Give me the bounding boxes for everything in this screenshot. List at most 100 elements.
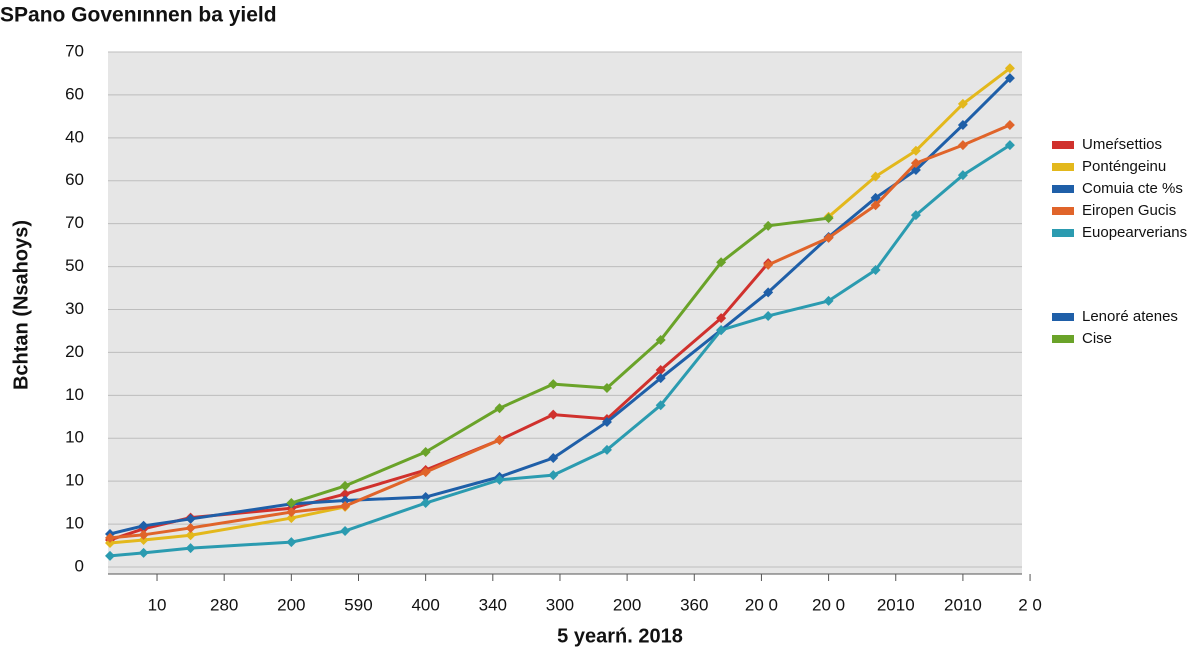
point-marker: [420, 492, 431, 503]
point-marker: [494, 403, 505, 414]
y-tick-label: 40: [65, 127, 84, 146]
legend-label: Umeŕsettios: [1082, 136, 1162, 153]
point-marker: [763, 287, 774, 298]
point-marker: [1004, 63, 1015, 74]
point-marker: [340, 501, 351, 512]
point-marker: [420, 467, 431, 478]
legend-swatch: [1052, 185, 1074, 193]
y-axis-label: Bchtan (Nsahoys): [10, 220, 32, 390]
x-tick-label: 340: [479, 595, 507, 614]
point-marker: [601, 416, 612, 427]
point-marker: [548, 470, 559, 481]
legend-swatch: [1052, 141, 1074, 149]
point-marker: [763, 259, 774, 270]
point-marker: [910, 145, 921, 156]
point-marker: [185, 530, 196, 541]
x-tick-label: 2 0: [1018, 595, 1042, 614]
point-marker: [138, 529, 149, 540]
point-marker: [138, 547, 149, 558]
point-marker: [763, 220, 774, 231]
point-marker: [185, 522, 196, 533]
x-tick-label: 10: [148, 595, 167, 614]
y-tick-label: 60: [65, 84, 84, 103]
legend-swatch: [1052, 163, 1074, 171]
point-marker: [340, 525, 351, 536]
point-marker: [823, 295, 834, 306]
point-marker: [105, 532, 116, 543]
point-marker: [286, 507, 297, 518]
x-tick-label: 20 0: [745, 595, 778, 614]
chart-title: SPano Govenınnen ba yield: [0, 4, 277, 27]
point-marker: [340, 495, 351, 506]
point-marker: [185, 513, 196, 524]
y-tick-label: 10: [65, 385, 84, 404]
y-tick-label: 0: [75, 556, 84, 575]
y-tick-label: 10: [65, 514, 84, 533]
legend-swatch: [1052, 313, 1074, 321]
y-tick-label: 50: [65, 256, 84, 275]
point-marker: [105, 550, 116, 561]
x-axis-label: 5 yearń. 2018: [557, 625, 683, 647]
y-tick-label: 70: [65, 213, 84, 232]
point-marker: [655, 365, 666, 376]
point-marker: [716, 313, 727, 324]
legend-swatch: [1052, 207, 1074, 215]
point-marker: [957, 170, 968, 181]
y-tick-label: 20: [65, 342, 84, 361]
point-marker: [957, 140, 968, 151]
point-marker: [1004, 73, 1015, 84]
point-marker: [420, 446, 431, 457]
point-marker: [286, 513, 297, 524]
point-marker: [548, 409, 559, 420]
point-marker: [601, 383, 612, 394]
y-tick-label: 10: [65, 428, 84, 447]
point-marker: [138, 534, 149, 545]
x-tick-label: 400: [411, 595, 439, 614]
point-marker: [286, 537, 297, 548]
series-line: [290, 216, 829, 505]
point-marker: [823, 232, 834, 243]
point-marker: [655, 400, 666, 411]
point-marker: [420, 498, 431, 509]
x-tick-label: 200: [613, 595, 641, 614]
point-marker: [910, 210, 921, 221]
plot-area: [108, 52, 1022, 574]
y-tick-label: 70: [65, 41, 84, 60]
point-marker: [1004, 119, 1015, 130]
point-marker: [655, 334, 666, 345]
x-tick-label: 590: [344, 595, 372, 614]
y-tick-label: 30: [65, 299, 84, 318]
legend-swatch: [1052, 229, 1074, 237]
x-tick-label: 300: [546, 595, 574, 614]
x-tick-label: 200: [277, 595, 305, 614]
legend-label: Euopearverians: [1082, 224, 1187, 241]
point-marker: [910, 158, 921, 169]
x-tick-label: 20 0: [812, 595, 845, 614]
legend-label: Cise: [1082, 330, 1112, 347]
point-marker: [138, 520, 149, 531]
point-marker: [548, 379, 559, 390]
point-marker: [823, 213, 834, 224]
point-marker: [286, 498, 297, 509]
point-marker: [716, 325, 727, 336]
y-tick-label: 10: [65, 471, 84, 490]
point-marker: [957, 119, 968, 130]
point-marker: [185, 543, 196, 554]
point-marker: [655, 373, 666, 384]
x-tick-label: 280: [210, 595, 238, 614]
x-tick-label: 2010: [877, 595, 915, 614]
legend-label: Lenoré atenes: [1082, 308, 1178, 325]
point-marker: [870, 171, 881, 182]
point-marker: [870, 200, 881, 211]
point-marker: [105, 537, 116, 548]
point-marker: [957, 98, 968, 109]
point-marker: [340, 480, 351, 491]
point-marker: [340, 489, 351, 500]
legend-label: Eiropen Gucis: [1082, 202, 1176, 219]
point-marker: [601, 444, 612, 455]
legend-label: Ponténgeinu: [1082, 158, 1166, 175]
point-marker: [494, 474, 505, 485]
point-marker: [870, 192, 881, 203]
point-marker: [1004, 140, 1015, 151]
